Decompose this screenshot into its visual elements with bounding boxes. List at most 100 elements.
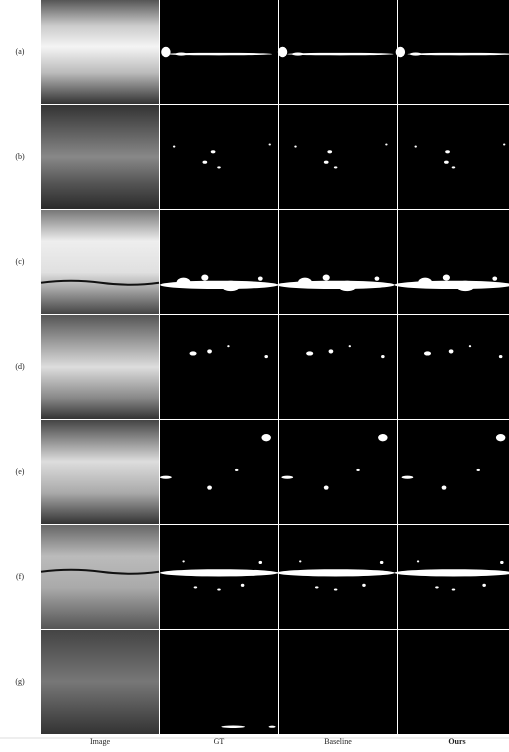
mask-blob bbox=[327, 150, 333, 154]
column-label: Image bbox=[90, 737, 110, 746]
mask-background bbox=[398, 420, 509, 524]
mask-background bbox=[160, 210, 278, 314]
mask-blob bbox=[258, 560, 263, 564]
column-label: Baseline bbox=[324, 737, 352, 746]
mask-panel bbox=[160, 0, 278, 104]
mask-panel bbox=[277, 0, 397, 104]
mask-blob bbox=[492, 276, 498, 281]
image-defect bbox=[40, 568, 160, 575]
mask-blob bbox=[333, 588, 338, 591]
mask-blob bbox=[291, 52, 304, 56]
mask-blob bbox=[401, 475, 414, 479]
mask-blob bbox=[306, 351, 314, 356]
mask-background bbox=[279, 105, 397, 209]
mask-blob bbox=[394, 280, 509, 290]
mask-blob bbox=[207, 349, 212, 354]
mask-panel bbox=[279, 420, 397, 524]
mask-blob bbox=[202, 160, 208, 164]
mask-blob bbox=[160, 475, 172, 479]
mask-blob bbox=[451, 588, 456, 591]
mask-blob bbox=[276, 280, 395, 290]
mask-blob bbox=[500, 560, 504, 564]
mask-blob bbox=[217, 166, 221, 169]
row-label: (f) bbox=[16, 572, 24, 581]
mask-blob bbox=[374, 276, 380, 281]
row-label: (b) bbox=[15, 152, 25, 161]
input-image bbox=[41, 420, 159, 524]
mask-panel bbox=[398, 315, 509, 419]
mask-background bbox=[398, 315, 509, 419]
mask-blob bbox=[160, 569, 278, 577]
mask-blob bbox=[172, 145, 176, 148]
mask-panel bbox=[398, 630, 509, 734]
mask-panel bbox=[279, 630, 397, 734]
mask-background bbox=[279, 0, 397, 104]
mask-blob bbox=[182, 560, 185, 563]
row-label: (g) bbox=[15, 677, 25, 686]
mask-panel bbox=[394, 525, 509, 629]
mask-blob bbox=[455, 280, 475, 292]
mask-panel bbox=[279, 105, 397, 209]
mask-blob bbox=[207, 485, 212, 490]
mask-blob bbox=[201, 274, 209, 281]
mask-blob bbox=[176, 277, 191, 288]
column-label: Ours bbox=[448, 737, 465, 746]
mask-blob bbox=[444, 160, 449, 164]
mask-panel bbox=[279, 315, 397, 419]
mask-blob bbox=[240, 583, 245, 587]
mask-blob bbox=[423, 351, 432, 356]
mask-background bbox=[160, 525, 278, 629]
mask-panel bbox=[160, 420, 278, 524]
input-image bbox=[41, 105, 159, 209]
mask-blob bbox=[451, 166, 456, 169]
mask-blob bbox=[416, 560, 420, 563]
mask-blob bbox=[261, 434, 271, 442]
mask-blob bbox=[257, 276, 263, 281]
row-label: (d) bbox=[15, 362, 25, 371]
mask-blob bbox=[287, 52, 394, 56]
mask-blob bbox=[414, 145, 417, 148]
mask-blob bbox=[227, 345, 230, 348]
mask-blob bbox=[498, 355, 503, 359]
mask-background bbox=[160, 105, 278, 209]
row-label: (c) bbox=[16, 257, 25, 266]
mask-blob bbox=[294, 145, 297, 148]
mask-blob bbox=[193, 586, 198, 589]
input-image bbox=[41, 630, 159, 734]
mask-blob bbox=[323, 160, 329, 164]
mask-background bbox=[398, 525, 509, 629]
mask-blob bbox=[217, 588, 221, 591]
mask-background bbox=[160, 630, 278, 734]
mask-blob bbox=[297, 277, 313, 288]
mask-blob bbox=[281, 475, 294, 479]
mask-blob bbox=[409, 52, 422, 56]
mask-blob bbox=[328, 349, 334, 354]
mask-panel bbox=[395, 0, 509, 104]
mask-blob bbox=[445, 150, 450, 154]
mask-panel bbox=[276, 525, 397, 629]
mask-panel bbox=[398, 420, 509, 524]
mask-blob bbox=[264, 355, 268, 359]
mask-blob bbox=[378, 434, 388, 442]
mask-blob bbox=[385, 143, 388, 146]
mask-blob bbox=[268, 143, 271, 146]
mask-blob bbox=[381, 355, 385, 359]
mask-background bbox=[398, 0, 509, 104]
mask-blob bbox=[299, 560, 302, 563]
mask-blob bbox=[268, 725, 276, 728]
mask-blob bbox=[356, 468, 360, 471]
input-image bbox=[41, 315, 159, 419]
mask-blob bbox=[189, 351, 197, 356]
mask-blob bbox=[314, 586, 319, 589]
mask-background bbox=[398, 105, 509, 209]
mask-blob bbox=[234, 468, 239, 471]
input-image bbox=[41, 525, 159, 629]
mask-blob bbox=[379, 560, 384, 564]
mask-blob bbox=[322, 274, 330, 281]
mask-blob bbox=[333, 166, 338, 169]
mask-blob bbox=[348, 345, 351, 348]
mask-blob bbox=[165, 52, 273, 56]
mask-background bbox=[160, 315, 278, 419]
mask-blob bbox=[395, 46, 406, 58]
